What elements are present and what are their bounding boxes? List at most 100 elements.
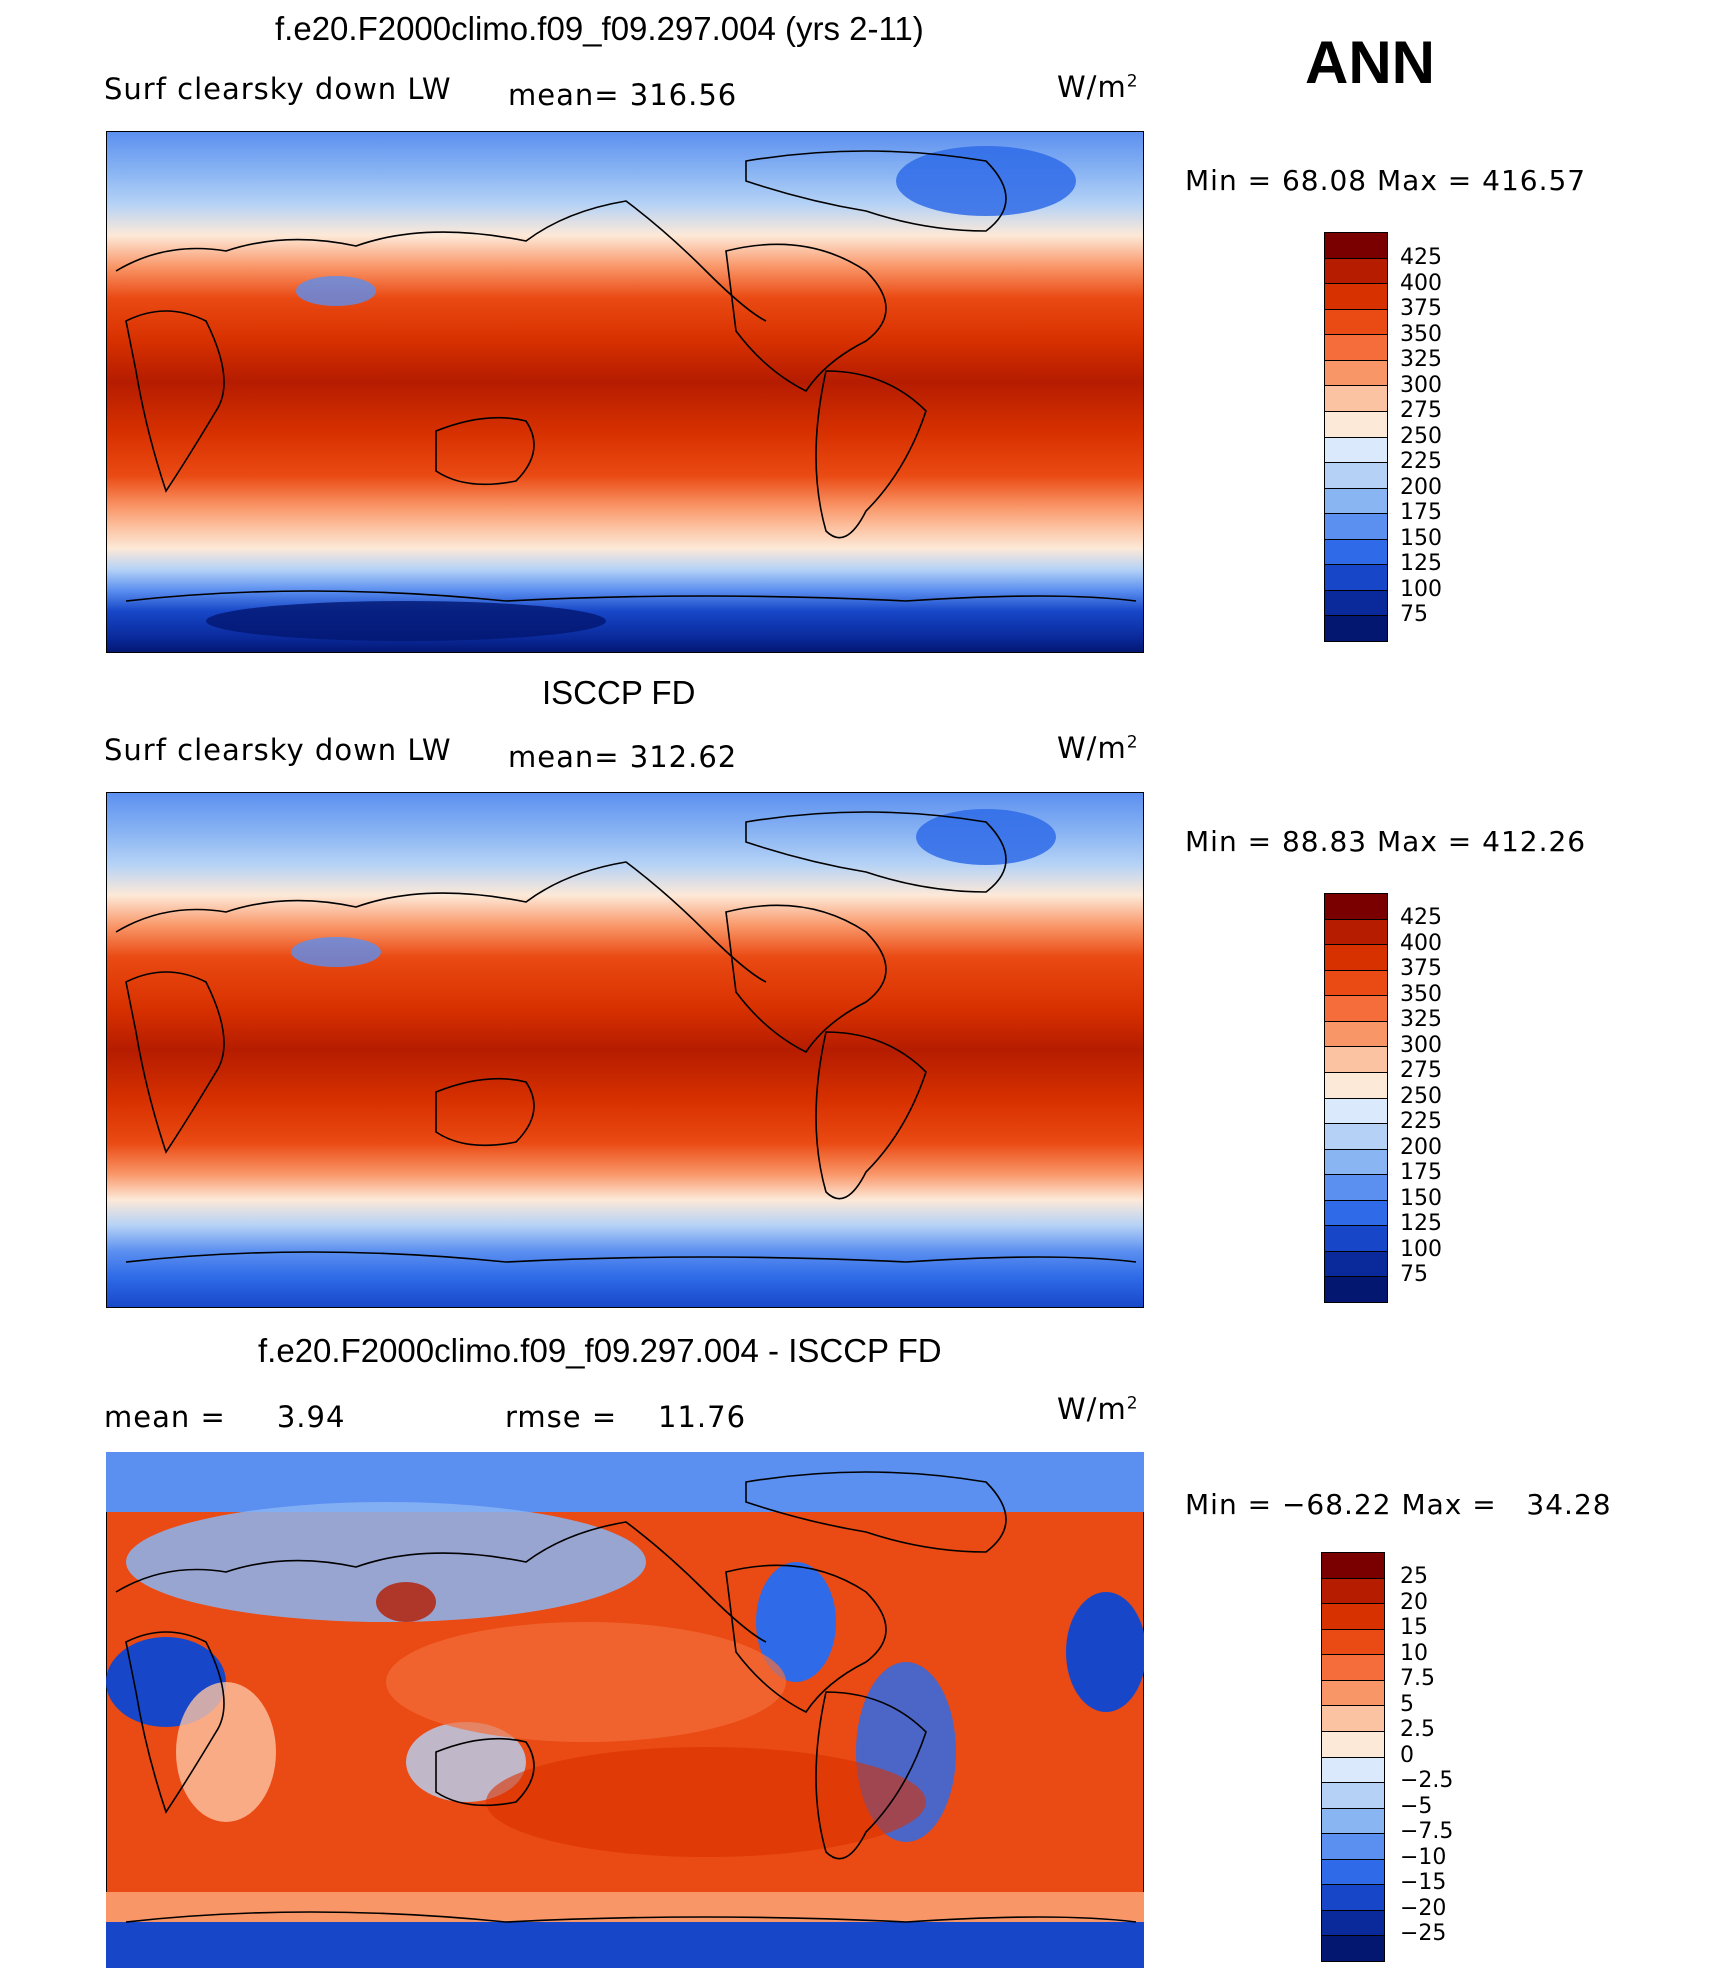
colorbar-swatch [1322,1628,1384,1655]
colorbar-tick-label: 225 [1400,449,1442,474]
colorbar-swatch [1325,969,1387,996]
panel-3-colorbar-labels: 25 20 15 10 7.5 5 2.5 0 −2.5 −5 −7.5 −10 −15 −20 −25 [1400,1564,1453,1947]
season-label: ANN [1305,29,1435,96]
colorbar-swatch [1325,1276,1387,1302]
colorbar-tick-label: 375 [1400,296,1442,321]
colorbar-tick-label: 15 [1400,1615,1428,1640]
colorbar-swatch [1325,462,1387,488]
colorbar-tick-label: 2.5 [1400,1717,1435,1742]
colorbar-swatch [1322,1730,1384,1757]
colorbar-swatch [1325,538,1387,565]
colorbar-tick-label: 75 [1400,1262,1428,1287]
colorbar-tick-label: −15 [1400,1870,1447,1895]
colorbar-tick-label: 300 [1400,1032,1442,1058]
panel-2-colorbar [1324,893,1388,1303]
colorbar-swatch [1322,1577,1384,1604]
colorbar-swatch [1325,233,1387,258]
colorbar-tick-label: 425 [1400,905,1442,930]
colorbar-swatch [1325,1199,1387,1226]
colorbar-tick-label: 225 [1400,1109,1442,1134]
panel-3-units: W/m2 [1057,1392,1139,1426]
colorbar-swatch [1325,487,1387,514]
colorbar-tick-label: 425 [1400,245,1442,270]
colorbar-swatch [1325,385,1387,411]
colorbar-swatch [1325,564,1387,590]
colorbar-tick-label: 25 [1400,1564,1428,1589]
panel-1-mean-label: mean= 316.56 [508,78,738,112]
colorbar-tick-label: 125 [1400,551,1442,576]
colorbar-tick-label: 200 [1400,474,1442,500]
colorbar-tick-label: 400 [1400,270,1442,296]
colorbar-tick-label: −10 [1400,1844,1447,1870]
colorbar-swatch [1322,1782,1384,1808]
panel-1-colorbar [1324,232,1388,642]
colorbar-swatch [1325,334,1387,360]
colorbar-tick-label: 175 [1400,1160,1442,1185]
panel-2-variable-label: Surf clearsky down LW [104,733,452,767]
colorbar-swatch [1325,359,1387,386]
colorbar-tick-label: −20 [1400,1895,1447,1921]
colorbar-swatch [1325,283,1387,309]
colorbar-tick-label: −7.5 [1400,1819,1454,1844]
colorbar-swatch [1322,1679,1384,1706]
colorbar-tick-label: 7.5 [1400,1666,1435,1691]
colorbar-swatch [1322,1807,1384,1834]
colorbar-tick-label: −25 [1400,1921,1447,1946]
colorbar-swatch [1325,513,1387,539]
colorbar-swatch [1322,1935,1384,1961]
colorbar-tick-label: 200 [1400,1134,1442,1160]
colorbar-swatch [1325,308,1387,335]
colorbar-tick-label: 325 [1400,347,1442,372]
colorbar-swatch [1325,589,1387,616]
colorbar-tick-label: 150 [1400,1185,1442,1211]
colorbar-swatch [1322,1553,1384,1578]
panel-3-mean-label: mean = 3.94 [104,1400,346,1434]
colorbar-tick-label: 125 [1400,1211,1442,1236]
colorbar-tick-label: −5 [1400,1793,1433,1819]
colorbar-swatch [1325,1046,1387,1072]
colorbar-swatch [1325,615,1387,641]
panel-3-map [106,1452,1144,1968]
colorbar-swatch [1322,1858,1384,1885]
colorbar-swatch [1322,1603,1384,1629]
colorbar-tick-label: 350 [1400,321,1442,347]
colorbar-swatch [1322,1833,1384,1859]
panel-1-variable-label: Surf clearsky down LW [104,72,452,106]
panel-3-colorbar [1321,1552,1385,1962]
colorbar-swatch [1325,1225,1387,1251]
colorbar-tick-label: 250 [1400,1083,1442,1109]
panel-2-map [106,792,1144,1308]
colorbar-tick-label: 100 [1400,576,1442,602]
colorbar-tick-label: 375 [1400,956,1442,981]
colorbar-tick-label: 275 [1400,1058,1442,1083]
colorbar-tick-label: 400 [1400,930,1442,956]
panel-1-units: W/m2 [1057,70,1139,104]
colorbar-swatch [1325,1071,1387,1098]
colorbar-swatch [1325,1097,1387,1124]
colorbar-swatch [1325,944,1387,970]
panel-1-coastlines [115,150,1137,602]
colorbar-swatch [1322,1654,1384,1680]
panel-2-colorbar-labels: 425 400 375 350 325 300 275 250 225 200 175 150 125 1… [1400,905,1442,1288]
colorbar-swatch [1325,436,1387,463]
colorbar-tick-label: 325 [1400,1007,1442,1032]
colorbar-swatch [1325,1250,1387,1277]
colorbar-swatch [1325,257,1387,284]
panel-1-colorbar-labels: 425 400 375 350 325 300 275 250 225 200 175 150 125 1… [1400,245,1442,628]
colorbar-swatch [1325,410,1387,437]
colorbar-tick-label: 100 [1400,1236,1442,1262]
colorbar-swatch [1325,1174,1387,1200]
panel-3-title: f.e20.F2000climo.f09_f09.297.004 - ISCCP… [258,1332,942,1369]
colorbar-swatch [1325,918,1387,945]
colorbar-tick-label: 5 [1400,1691,1414,1717]
colorbar-swatch [1325,1020,1387,1047]
colorbar-tick-label: 75 [1400,602,1428,627]
colorbar-tick-label: 20 [1400,1589,1428,1615]
panel-3-rmse-label: rmse = 11.76 [505,1400,747,1434]
colorbar-swatch [1325,894,1387,919]
colorbar-swatch [1322,1756,1384,1783]
colorbar-tick-label: 300 [1400,372,1442,398]
panel-2-coastlines [115,811,1137,1263]
colorbar-tick-label: 0 [1400,1742,1414,1768]
colorbar-tick-label: −2.5 [1400,1768,1454,1793]
